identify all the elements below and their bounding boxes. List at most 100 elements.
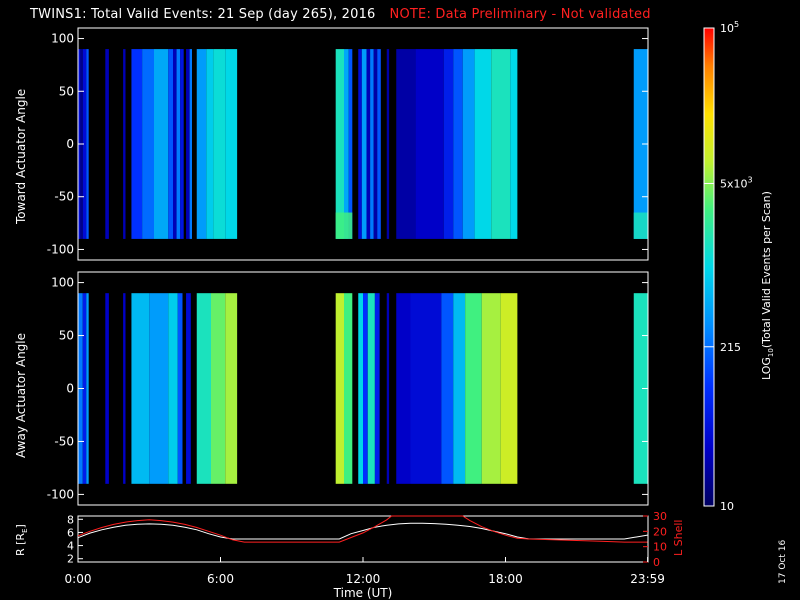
toward-block-33 — [377, 49, 381, 239]
colorbar-tick-label: 5x103 — [720, 175, 753, 190]
away-block-21 — [358, 293, 363, 484]
away-heatmap — [78, 293, 648, 484]
toward-ytick-label: -100 — [47, 242, 74, 256]
away-y-label: Away Actuator Angle — [14, 332, 28, 458]
toward-block-44 — [510, 49, 518, 239]
colorbar: 10 215 5x103 105 — [703, 20, 753, 513]
away-block-22 — [363, 293, 368, 484]
r-ytick-label: 2 — [67, 553, 74, 566]
toward-low-angle-0 — [335, 212, 353, 239]
l-shell-axis: 0 10 20 30 — [643, 510, 667, 569]
colorbar-tick-label: 105 — [720, 20, 739, 35]
toward-block-37 — [396, 49, 416, 239]
toward-ytick-label: 100 — [51, 32, 74, 46]
l-shell-ytick-label: 10 — [653, 541, 667, 554]
l-shell-ytick-label: 0 — [653, 556, 660, 569]
toward-y-label: Toward Actuator Angle — [14, 88, 28, 224]
toward-panel: 100 50 0 -50 -100 — [47, 27, 649, 261]
toward-block-21 — [206, 49, 214, 239]
away-block-28 — [396, 293, 411, 484]
toward-block-9 — [131, 49, 143, 239]
away-block-16 — [211, 293, 226, 484]
toward-block-35 — [386, 49, 390, 239]
away-block-29 — [410, 293, 442, 484]
away-block-13 — [186, 293, 191, 484]
toward-block-41 — [462, 49, 475, 239]
toward-block-38 — [415, 49, 444, 239]
time-axis-title: Time (UT) — [333, 586, 393, 600]
r-ytick-label: 4 — [67, 540, 74, 553]
away-block-8 — [131, 293, 150, 484]
toward-block-13 — [173, 49, 177, 239]
toward-heatmap — [78, 49, 648, 239]
toward-block-5 — [105, 49, 109, 239]
toward-block-15 — [180, 49, 184, 239]
colorbar-ticks: 10 215 5x103 105 — [704, 20, 753, 513]
away-block-32 — [465, 293, 482, 484]
away-block-2 — [86, 293, 89, 484]
toward-block-22 — [213, 49, 226, 239]
toward-block-14 — [176, 49, 181, 239]
away-block-15 — [196, 293, 211, 484]
toward-block-30 — [366, 49, 371, 239]
r-y-label: R [RE] — [14, 524, 30, 556]
away-block-18 — [335, 293, 344, 484]
r-ytick-label: 8 — [67, 513, 74, 526]
toward-block-12 — [168, 49, 173, 239]
time-tick-label: 0:00 — [65, 572, 92, 586]
toward-block-31 — [370, 49, 374, 239]
away-block-31 — [453, 293, 466, 484]
toward-low-angle-1 — [633, 212, 648, 239]
toward-ytick-label: 50 — [59, 84, 74, 98]
away-block-34 — [500, 293, 518, 484]
away-ytick-label: 0 — [66, 382, 74, 396]
toward-block-43 — [491, 49, 511, 239]
toward-block-39 — [443, 49, 454, 239]
toward-block-25 — [344, 49, 349, 239]
away-block-26 — [386, 293, 390, 484]
toward-block-17 — [186, 49, 190, 239]
toward-block-29 — [361, 49, 367, 239]
time-tick-label: 23:59 — [630, 572, 665, 586]
away-ytick-label: -50 — [54, 434, 74, 448]
away-block-9 — [149, 293, 169, 484]
r-series-line — [77, 522, 648, 540]
time-axis: 0:00 6:00 12:00 18:00 23:59 Time (UT) — [65, 557, 665, 600]
toward-block-2 — [82, 49, 87, 239]
toward-block-3 — [86, 49, 89, 239]
toward-block-26 — [348, 49, 353, 239]
colorbar-tick-label: 10 — [720, 500, 734, 513]
away-block-1 — [82, 293, 87, 484]
away-ytick-label: 50 — [59, 329, 74, 343]
away-block-19 — [344, 293, 353, 484]
away-ytick-label: -100 — [47, 487, 74, 501]
toward-block-23 — [225, 49, 238, 239]
away-block-17 — [225, 293, 238, 484]
away-block-11 — [177, 293, 183, 484]
l-shell-y-label: L Shell — [672, 519, 685, 556]
away-ytick-label: 100 — [51, 276, 74, 290]
toward-ytick-label: -50 — [54, 190, 74, 204]
title-text: TWINS1: Total Valid Events: 21 Sep (day … — [30, 7, 376, 22]
away-block-10 — [168, 293, 178, 484]
colorbar-title: LOG10(Total Valid Events per Scan) — [760, 191, 776, 380]
time-tick-label: 6:00 — [207, 572, 234, 586]
away-panel: 100 50 0 -50 -100 — [47, 271, 649, 506]
time-tick-label: 12:00 — [346, 572, 381, 586]
preliminary-note: NOTE: Data Preliminary - Not validated — [389, 7, 651, 22]
away-block-24 — [374, 293, 380, 484]
toward-block-20 — [196, 49, 207, 239]
l-shell-ytick-label: 20 — [653, 525, 667, 538]
colorbar-tick-label: 215 — [720, 341, 741, 354]
toward-block-42 — [474, 49, 492, 239]
toward-block-32 — [373, 49, 378, 239]
away-block-35 — [633, 293, 648, 484]
away-y-axis: 100 50 0 -50 -100 — [47, 276, 648, 501]
toward-block-7 — [123, 49, 126, 239]
away-block-6 — [123, 293, 126, 484]
toward-block-10 — [142, 49, 154, 239]
toward-block-45 — [633, 49, 648, 239]
